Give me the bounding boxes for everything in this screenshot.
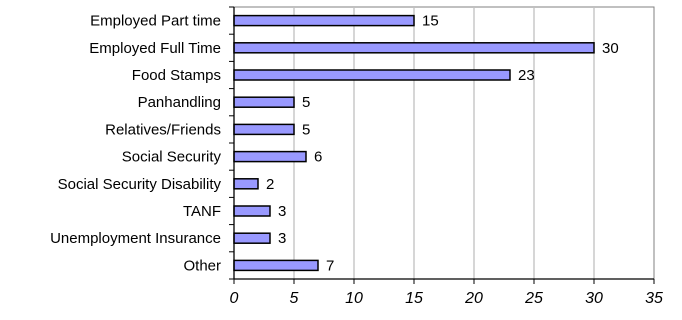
x-tick-label: 5 [290,290,299,307]
bar [233,69,511,81]
bar [233,14,415,27]
x-tick-label: 0 [230,290,239,307]
data-label: 23 [518,67,535,84]
x-tick-labels: 0 5 10 15 20 25 30 35 [229,6,663,307]
category-label: TANF [183,203,221,220]
bar [233,205,271,217]
data-label: 6 [314,149,322,166]
data-label: 5 [302,94,310,111]
data-label: 5 [302,121,310,138]
x-tick-label: 30 [585,290,603,307]
category-label: Other [183,257,221,274]
bar [233,96,295,108]
bar [233,178,259,190]
category-label: Food Stamps [132,67,221,84]
bar [233,150,307,163]
x-tick-label: 15 [405,290,423,307]
category-label: Social Security [122,149,222,166]
category-label: Social Security Disability [58,176,222,193]
data-label: 7 [326,257,334,274]
x-tick-label: 20 [464,290,483,307]
data-label: 3 [278,230,286,247]
category-label: Employed Full Time [89,40,221,57]
x-tick-label: 25 [524,290,543,307]
bar [233,259,319,272]
bar [233,42,595,54]
category-label: Panhandling [138,94,221,111]
data-label: 30 [602,40,619,57]
category-label: Employed Part time [90,13,221,30]
bar [233,123,295,136]
category-labels: Employed Part time Employed Full Time Food… [50,13,221,275]
bar [233,232,271,244]
data-label: 3 [278,203,286,220]
x-tick-label: 35 [645,290,663,307]
x-tick-label: 10 [345,290,363,307]
category-label: Unemployment Insurance [50,230,221,247]
data-label: 2 [266,176,274,193]
data-label: 15 [422,13,439,30]
category-label: Relatives/Friends [105,121,221,138]
